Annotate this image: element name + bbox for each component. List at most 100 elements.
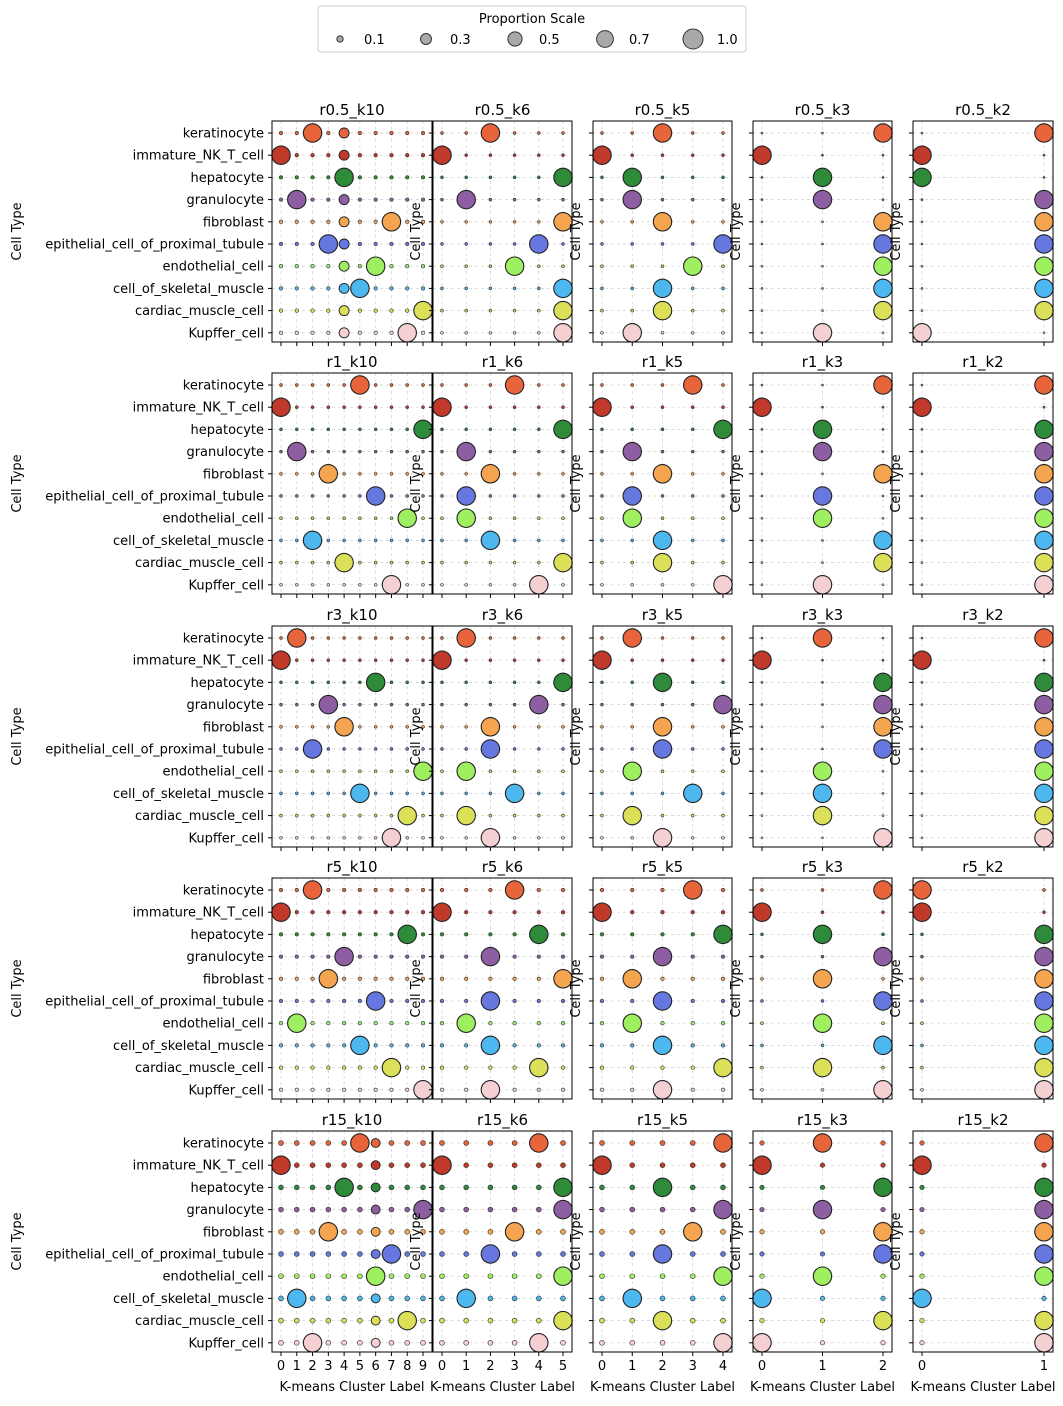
dot-cell_of_skeletal_muscle-c5 xyxy=(357,1295,363,1302)
dot-cardiac_muscle_cell-c1 xyxy=(294,1317,300,1324)
dot-immature_NK_T_cell-c6 xyxy=(373,153,378,158)
dot-keratinocyte-major xyxy=(287,628,307,648)
dot-endothelial_cell-c3 xyxy=(691,769,695,773)
y-tick-label-endothelial_cell: endothelial_cell xyxy=(163,765,264,780)
dot-cardiac_muscle_cell-c0 xyxy=(600,813,604,818)
dot-epithelial_cell_of_proximal_tubule-c2 xyxy=(881,494,885,498)
panel-frame xyxy=(432,1130,573,1353)
dot-cardiac_muscle_cell-c6-secondary xyxy=(370,1315,381,1326)
dot-cardiac_muscle_cell-major xyxy=(529,1057,549,1078)
dot-endothelial_cell-c3 xyxy=(325,1273,332,1279)
dot-cardiac_muscle_cell-c7 xyxy=(389,560,394,565)
dot-Kupffer_cell-c7 xyxy=(389,330,394,335)
y-axis-label: Cell Type xyxy=(10,707,25,765)
dot-hepatocyte-c3 xyxy=(512,680,517,685)
dot-cell_of_skeletal_muscle-c2 xyxy=(880,1295,886,1301)
dot-cardiac_muscle_cell-c1 xyxy=(819,1318,826,1324)
y-tick-label-keratinocyte: keratinocyte xyxy=(183,379,264,394)
panel-title: r0.5_k6 xyxy=(475,101,531,120)
dot-fibroblast-c3 xyxy=(691,725,695,729)
dot-hepatocyte-c1 xyxy=(1042,176,1046,179)
dot-hepatocyte-c3 xyxy=(691,427,695,432)
panel-frame xyxy=(912,1130,1054,1353)
dot-cell_of_skeletal_muscle-c1 xyxy=(819,1295,826,1301)
dot-cardiac_muscle_cell-c4 xyxy=(341,1317,347,1324)
dot-cardiac_muscle_cell-c4 xyxy=(537,813,541,818)
dot-granulocyte-c5 xyxy=(561,702,565,707)
dot-cell_of_skeletal_muscle-major xyxy=(682,783,703,804)
dot-cell_of_skeletal_muscle-c7 xyxy=(388,1295,395,1302)
dot-Kupffer_cell-c9 xyxy=(421,583,425,587)
dot-epithelial_cell_of_proximal_tubule-c3 xyxy=(326,494,331,498)
dot-endothelial_cell-major xyxy=(622,1013,642,1033)
dot-epithelial_cell_of_proximal_tubule-c3 xyxy=(690,998,695,1004)
dot-hepatocyte-c0 xyxy=(920,681,924,684)
dot-epithelial_cell_of_proximal_tubule-c5 xyxy=(561,494,565,498)
dot-Kupffer_cell-c4 xyxy=(537,331,541,335)
dot-immature_NK_T_cell-c6-secondary xyxy=(370,1160,381,1171)
dot-cardiac_muscle_cell-c1 xyxy=(294,308,299,313)
dot-cell_of_skeletal_muscle-c8 xyxy=(405,1043,410,1048)
dot-endothelial_cell-c0 xyxy=(600,264,604,268)
dot-cell_of_skeletal_muscle-c1 xyxy=(630,791,634,796)
panel-title: r1_k10 xyxy=(327,353,378,372)
panel-title: r15_k2 xyxy=(958,1111,1009,1130)
dot-hepatocyte-c0 xyxy=(600,680,604,685)
dot-fibroblast-c0 xyxy=(599,1229,605,1235)
dot-cardiac_muscle_cell-c4 xyxy=(342,813,346,818)
dot-endothelial_cell-c4 xyxy=(536,1021,541,1026)
y-axis-label: Cell Type xyxy=(889,202,904,260)
dot-keratinocyte-c3 xyxy=(690,1140,696,1146)
dot-cell_of_skeletal_muscle-major xyxy=(504,783,525,804)
dot-granulocyte-c5 xyxy=(358,449,362,454)
dot-cell_of_skeletal_muscle-c1 xyxy=(630,1043,635,1048)
panel-title: r0.5_k5 xyxy=(635,101,691,120)
dot-fibroblast-c1 xyxy=(821,725,824,729)
dot-epithelial_cell_of_proximal_tubule-c9 xyxy=(420,998,426,1004)
dot-granulocyte-c7 xyxy=(389,702,394,707)
dot-granulocyte-c4 xyxy=(341,1206,347,1213)
y-tick-label-cardiac_muscle_cell: cardiac_muscle_cell xyxy=(135,1314,264,1329)
dot-Kupffer_cell-c0 xyxy=(600,331,604,335)
dot-hepatocyte-c2 xyxy=(310,680,315,685)
x-axis-label: K-means Cluster Label xyxy=(430,1380,575,1395)
dot-immature_NK_T_cell-major xyxy=(592,397,612,417)
dot-cardiac_muscle_cell-c2 xyxy=(310,308,315,313)
dot-Kupffer_cell-c4 xyxy=(721,331,725,335)
y-tick-label-endothelial_cell: endothelial_cell xyxy=(163,512,264,527)
dot-keratinocyte-c0 xyxy=(439,1140,445,1146)
y-axis-label: Cell Type xyxy=(569,707,584,765)
dot-endothelial_cell-c2 xyxy=(881,516,885,520)
dot-immature_NK_T_cell-c1 xyxy=(821,658,824,662)
dot-endothelial_cell-c0 xyxy=(439,1273,445,1279)
dot-endothelial_cell-c4 xyxy=(720,1021,726,1026)
dot-hepatocyte-c5 xyxy=(358,427,362,432)
dot-endothelial_cell-c4 xyxy=(342,769,346,773)
dot-cardiac_muscle_cell-c3 xyxy=(326,560,331,565)
dot-cell_of_skeletal_muscle-c1 xyxy=(1041,1295,1047,1301)
dot-Kupffer_cell-c5 xyxy=(358,583,362,587)
dot-epithelial_cell_of_proximal_tubule-c3 xyxy=(690,1251,696,1257)
dot-cell_of_skeletal_muscle-c0 xyxy=(920,539,924,542)
panel-r1_k2: r1_k2 Cell Type xyxy=(889,353,1054,598)
y-tick-label-keratinocyte: keratinocyte xyxy=(183,1137,264,1152)
dot-hepatocyte-c0 xyxy=(440,427,444,432)
y-axis-label: Cell Type xyxy=(729,202,744,260)
dot-fibroblast-c3 xyxy=(512,220,517,224)
dot-cell_of_skeletal_muscle-c1 xyxy=(630,286,634,291)
dot-immature_NK_T_cell-c3 xyxy=(326,910,331,915)
dot-keratinocyte-c4 xyxy=(537,131,541,135)
dot-immature_NK_T_cell-major xyxy=(592,902,612,922)
dot-endothelial_cell-c7 xyxy=(389,264,394,269)
dot-hepatocyte-c3 xyxy=(512,427,517,432)
dot-granulocyte-c0 xyxy=(600,197,604,202)
dot-cell_of_skeletal_muscle-major xyxy=(652,530,673,551)
dot-fibroblast-c0 xyxy=(279,472,283,476)
x-tick-label-2: 2 xyxy=(658,1359,666,1374)
dot-cell_of_skeletal_muscle-c3 xyxy=(326,791,331,796)
dot-cell_of_skeletal_muscle-c0 xyxy=(920,287,924,290)
dot-hepatocyte-c9 xyxy=(420,932,426,937)
dot-immature_NK_T_cell-c6 xyxy=(373,405,378,409)
dot-epithelial_cell_of_proximal_tubule-major xyxy=(652,1244,673,1264)
dot-Kupffer_cell-major xyxy=(1034,575,1054,595)
